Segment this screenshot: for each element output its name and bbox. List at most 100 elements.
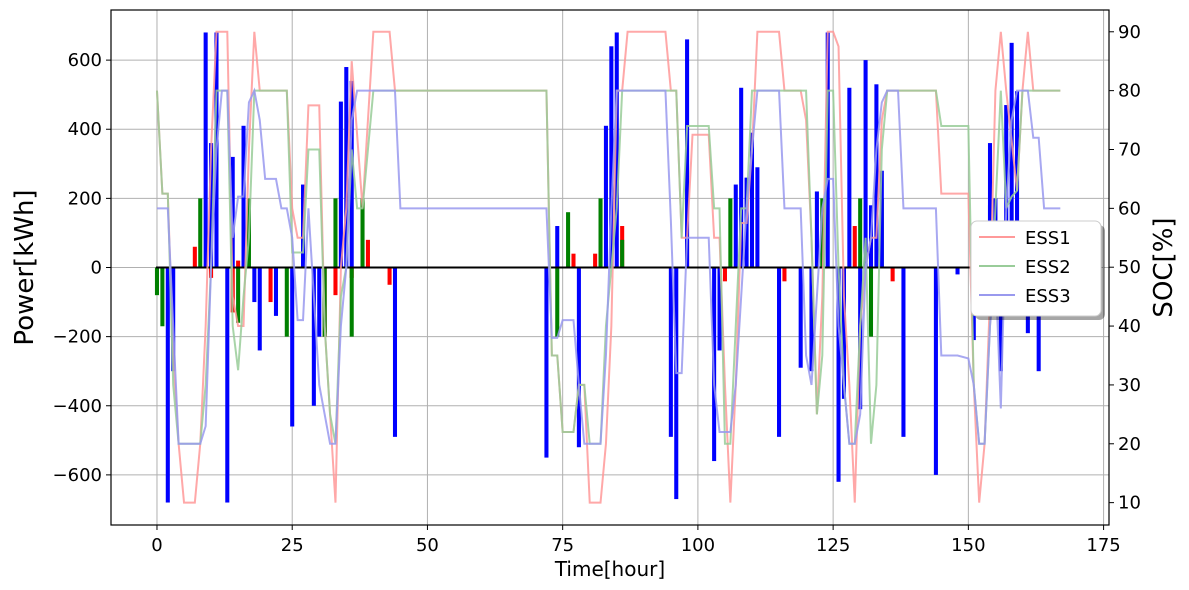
- y-right-tick-label-6: 70: [1118, 139, 1141, 160]
- y-right-axis-ticks: 10 20 30 40 50 60 70 80 90: [1109, 22, 1141, 514]
- bar-s2-29: [717, 267, 722, 351]
- y-right-tick-label-8: 90: [1118, 22, 1141, 43]
- bar-s2-42: [847, 87, 852, 268]
- bar-s2-46: [874, 84, 879, 268]
- soc-lines-group: [155, 30, 1061, 504]
- y-left-tick-label-1: −400: [53, 396, 102, 417]
- bar-s2-20: [555, 226, 560, 268]
- bar-s0-3: [236, 260, 241, 268]
- bar-s1-17: [858, 198, 863, 268]
- bar-s2-10: [273, 267, 279, 316]
- x-axis-ticks: 0 25 50 75 100 125 150 175: [151, 525, 1121, 556]
- bar-s1-13: [620, 239, 625, 268]
- x-tick-label-6: 150: [951, 535, 985, 556]
- bar-s2-59: [1036, 267, 1041, 372]
- bar-s2-34: [755, 167, 760, 268]
- bar-s2-36: [798, 267, 803, 368]
- bar-s1-2: [198, 198, 203, 268]
- bar-s2-19: [544, 267, 549, 458]
- bar-s2-56: [1009, 42, 1014, 268]
- soc-line-ess3: [156, 87, 1061, 445]
- bar-s0-10: [571, 253, 576, 268]
- bar-s2-17: [349, 80, 354, 268]
- bar-s2-47: [879, 170, 884, 268]
- bar-s2-3: [209, 143, 214, 268]
- y-right-axis-title: SOC[%]: [1149, 217, 1179, 317]
- bar-s1-14: [728, 198, 733, 268]
- y-right-tick-label-0: 10: [1118, 493, 1141, 514]
- bar-s2-49: [933, 267, 938, 475]
- bar-s2-38: [814, 191, 819, 268]
- bar-s2-55: [1004, 105, 1009, 268]
- x-tick-label-5: 125: [816, 535, 850, 556]
- x-tick-label-0: 0: [151, 535, 162, 556]
- bar-s1-12: [598, 198, 603, 268]
- y-left-axis-title: Power[kWh]: [10, 189, 40, 345]
- bar-s2-2: [203, 32, 208, 268]
- bar-s2-35: [777, 267, 782, 437]
- bar-s1-1: [160, 267, 165, 327]
- bar-s0-6: [333, 267, 338, 296]
- y-right-tick-label-5: 60: [1118, 198, 1141, 219]
- bar-s2-18: [392, 267, 398, 437]
- legend-label-ess2: ESS2: [1025, 257, 1071, 278]
- y-right-tick-label-3: 40: [1118, 316, 1141, 337]
- bar-s2-52: [987, 143, 993, 268]
- bar-s1-8: [349, 267, 354, 337]
- y-left-tick-label-0: −600: [53, 465, 102, 486]
- y-left-axis-ticks: −600 −400 −200 0 200 400 600: [53, 50, 111, 486]
- y-right-tick-label-7: 80: [1118, 81, 1141, 102]
- bar-s0-8: [365, 239, 370, 268]
- bar-s2-31: [739, 87, 744, 268]
- bar-s0-0: [192, 246, 197, 268]
- x-axis-title: Time[hour]: [554, 557, 665, 581]
- bar-s2-40: [836, 267, 841, 482]
- bar-s1-0: [154, 267, 160, 296]
- y-left-tick-label-5: 400: [68, 119, 102, 140]
- bar-s1-7: [333, 198, 338, 268]
- bar-s2-9: [257, 267, 262, 351]
- bar-s2-33: [749, 132, 755, 268]
- legend: ESS1 ESS2 ESS3: [970, 220, 1105, 320]
- bar-s2-30: [733, 184, 738, 268]
- bar-s1-11: [566, 212, 571, 268]
- bar-s2-16: [344, 67, 349, 268]
- bar-s2-44: [863, 60, 868, 268]
- bar-s2-22: [603, 125, 608, 268]
- y-left-tick-label-4: 200: [68, 188, 102, 209]
- bar-s0-14: [722, 267, 727, 282]
- bar-s2-15: [338, 101, 343, 268]
- bar-s1-10: [555, 267, 560, 337]
- bar-s2-11: [290, 267, 295, 427]
- bar-s1-3: [236, 267, 241, 323]
- bar-s0-15: [782, 267, 787, 282]
- bar-s2-39: [825, 32, 830, 268]
- bar-s1-9: [360, 198, 365, 268]
- y-left-tick-label-6: 600: [68, 50, 102, 71]
- bar-s2-27: [685, 39, 690, 268]
- bar-s2-54: [998, 267, 1003, 372]
- bar-s0-11: [593, 253, 598, 268]
- legend-label-ess1: ESS1: [1025, 228, 1071, 249]
- bar-s2-23: [609, 46, 614, 268]
- bar-s2-21: [576, 267, 581, 448]
- y-right-tick-label-1: 20: [1118, 434, 1141, 455]
- bar-s2-48: [901, 267, 906, 437]
- bar-s1-5: [284, 267, 289, 337]
- x-tick-label-1: 25: [281, 535, 304, 556]
- bar-s2-24: [614, 32, 619, 268]
- bar-s2-41: [841, 267, 846, 399]
- x-tick-label-3: 75: [551, 535, 574, 556]
- bar-s0-18: [890, 267, 895, 282]
- bar-s2-13: [311, 267, 316, 406]
- legend-label-ess3: ESS3: [1025, 286, 1071, 307]
- x-tick-label-7: 175: [1086, 535, 1120, 556]
- bar-s2-14: [317, 267, 322, 337]
- bar-s2-8: [252, 267, 257, 303]
- y-right-tick-label-4: 50: [1118, 257, 1141, 278]
- bar-s2-50: [955, 267, 960, 275]
- bar-s1-18: [868, 267, 874, 337]
- bar-s2-26: [674, 267, 679, 500]
